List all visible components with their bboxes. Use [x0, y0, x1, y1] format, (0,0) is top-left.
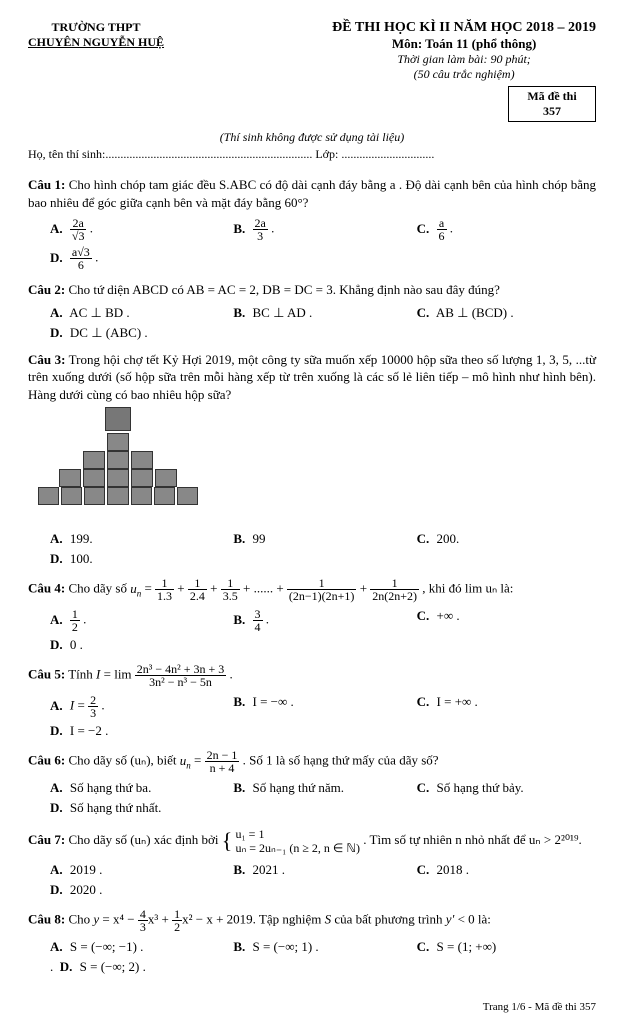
q3-label: Câu 3: [28, 352, 65, 367]
q8-d: . D. S = (−∞; 2) . [46, 957, 596, 977]
q4-label: Câu 4: [28, 581, 65, 596]
question-4: Câu 4: Cho dãy số un = 11.3 + 12.4 + 13.… [28, 577, 596, 602]
q7-sys2: uₙ = 2uₙ₋₁ (n ≥ 2, n ∈ ℕ) [236, 841, 361, 855]
q7-b: B. 2021 . [229, 860, 412, 880]
q7-label: Câu 7: [28, 832, 65, 847]
q6-c: C. Số hạng thứ bảy. [413, 778, 596, 798]
name-prefix: Họ, tên thí sinh: [28, 147, 105, 161]
q2-d: D. DC ⊥ (ABC) . [46, 323, 596, 343]
q5-c: C. I = +∞ . [413, 692, 596, 721]
q6-pre: Cho dãy số (uₙ), biết [68, 753, 179, 768]
q2-a: A. AC ⊥ BD . [46, 303, 229, 323]
q6-post: . Số 1 là số hạng thứ mấy của dãy số? [243, 753, 439, 768]
name-line: Họ, tên thí sinh:.......................… [28, 147, 596, 162]
subject: Môn: Toán 11 (phổ thông) [332, 36, 596, 52]
q2-text: Cho tứ diện ABCD có AB = AC = 2, DB = DC… [68, 282, 499, 297]
q4-post: , khi đó lim uₙ là: [422, 581, 513, 596]
pyramid-figure [38, 407, 198, 527]
header-row: TRƯỜNG THPT CHUYÊN NGUYỄN HUỆ ĐỀ THI HỌC… [28, 20, 596, 122]
count: (50 câu trắc nghiệm) [332, 67, 596, 82]
q1-text: Cho hình chóp tam giác đều S.ABC có độ d… [28, 177, 596, 210]
q4-a: A. 12 . [46, 606, 229, 635]
q7-choices: A. 2019 . B. 2021 . C. 2018 . D. 2020 . [46, 860, 596, 900]
q3-choices: A. 199. B. 99 C. 200. D. 100. [46, 529, 596, 569]
exam-title: ĐỀ THI HỌC KÌ II NĂM HỌC 2018 – 2019 [332, 20, 596, 36]
pyramid-top [105, 407, 131, 431]
q4-c: C. +∞ . [413, 606, 596, 635]
question-3: Câu 3: Trong hội chợ tết Kỷ Hợi 2019, mộ… [28, 351, 596, 404]
q5-b: B. I = −∞ . [229, 692, 412, 721]
q8-choices: A. S = (−∞; −1) . B. S = (−∞; 1) . C. S … [46, 937, 596, 977]
q2-choices: A. AC ⊥ BD . B. BC ⊥ AD . C. AB ⊥ (BCD) … [46, 303, 596, 343]
name-dots: ........................................… [105, 147, 312, 161]
q7-sys1: u₁ = 1 [236, 827, 265, 841]
q1-c: C. a6 . [413, 215, 596, 244]
note: (Thí sinh không được sử dụng tài liệu) [28, 130, 596, 145]
q8-b: B. S = (−∞; 1) . [229, 937, 412, 957]
school-line1: TRƯỜNG THPT [28, 20, 164, 35]
q7-post: . Tìm số tự nhiên n nhỏ nhất để uₙ > 2²⁰… [363, 832, 581, 847]
q1-d: D. a√36 . [46, 244, 596, 273]
question-6: Câu 6: Cho dãy số (uₙ), biết un = 2n − 1… [28, 749, 596, 774]
q1-b: B. 2a3 . [229, 215, 412, 244]
q6-a: A. Số hạng thứ ba. [46, 778, 229, 798]
q3-text: Trong hội chợ tết Kỷ Hợi 2019, một công … [28, 352, 596, 402]
q3-b: B. 99 [229, 529, 412, 549]
school-block: TRƯỜNG THPT CHUYÊN NGUYỄN HUỆ [28, 20, 164, 122]
question-5: Câu 5: Tính I = lim 2n³ − 4n² + 3n + 33n… [28, 663, 596, 688]
school-line2: CHUYÊN NGUYỄN HUỆ [28, 35, 164, 50]
q3-d: D. 100. [46, 549, 596, 569]
class-dots: ............................... [341, 147, 434, 161]
q6-d: D. Số hạng thứ nhất. [46, 798, 596, 818]
q4-choices: A. 12 . B. 34 . C. +∞ . D. 0 . [46, 606, 596, 655]
q5-choices: A. I = 23 . B. I = −∞ . C. I = +∞ . D. I… [46, 692, 596, 741]
class-prefix: Lớp: [315, 147, 338, 161]
q6-choices: A. Số hạng thứ ba. B. Số hạng thứ năm. C… [46, 778, 596, 818]
q8-c: C. S = (1; +∞) [413, 937, 596, 957]
q5-a: A. I = 23 . [46, 692, 229, 721]
q3-c: C. 200. [413, 529, 596, 549]
q1-choices: A. 2a√3 . B. 2a3 . C. a6 . D. a√36 . [46, 215, 596, 273]
code-label: Mã đề thi [517, 89, 587, 104]
q6-b: B. Số hạng thứ năm. [229, 778, 412, 798]
question-8: Câu 8: Cho y = x⁴ − 43x³ + 12x² − x + 20… [28, 908, 596, 933]
q7-pre: Cho dãy số (uₙ) xác định bởi [68, 832, 221, 847]
q1-a: A. 2a√3 . [46, 215, 229, 244]
time: Thời gian làm bài: 90 phút; [332, 52, 596, 67]
q7-d: D. 2020 . [46, 880, 596, 900]
code-box: Mã đề thi 357 [508, 86, 596, 122]
q5-text: Tính [68, 667, 96, 682]
question-1: Câu 1: Cho hình chóp tam giác đều S.ABC … [28, 176, 596, 211]
q5-d: D. I = −2 . [46, 721, 596, 741]
q8-label: Câu 8: [28, 911, 65, 926]
q7-c: C. 2018 . [413, 860, 596, 880]
question-2: Câu 2: Cho tứ diện ABCD có AB = AC = 2, … [28, 281, 596, 299]
q2-b: B. BC ⊥ AD . [229, 303, 412, 323]
q1-label: Câu 1: [28, 177, 65, 192]
q2-c: C. AB ⊥ (BCD) . [413, 303, 596, 323]
q4-b: B. 34 . [229, 606, 412, 635]
question-7: Câu 7: Cho dãy số (uₙ) xác định bởi { u₁… [28, 826, 596, 856]
page-footer: Trang 1/6 - Mã đề thi 357 [28, 1001, 596, 1013]
q2-label: Câu 2: [28, 282, 65, 297]
title-block: ĐỀ THI HỌC KÌ II NĂM HỌC 2018 – 2019 Môn… [332, 20, 596, 122]
q3-a: A. 199. [46, 529, 229, 549]
q4-d: D. 0 . [46, 635, 596, 655]
q6-label: Câu 6: [28, 753, 65, 768]
q5-label: Câu 5: [28, 667, 65, 682]
q7-a: A. 2019 . [46, 860, 229, 880]
q8-a: A. S = (−∞; −1) . [46, 937, 229, 957]
q4-pre: Cho dãy số [68, 581, 130, 596]
code-value: 357 [517, 104, 587, 119]
